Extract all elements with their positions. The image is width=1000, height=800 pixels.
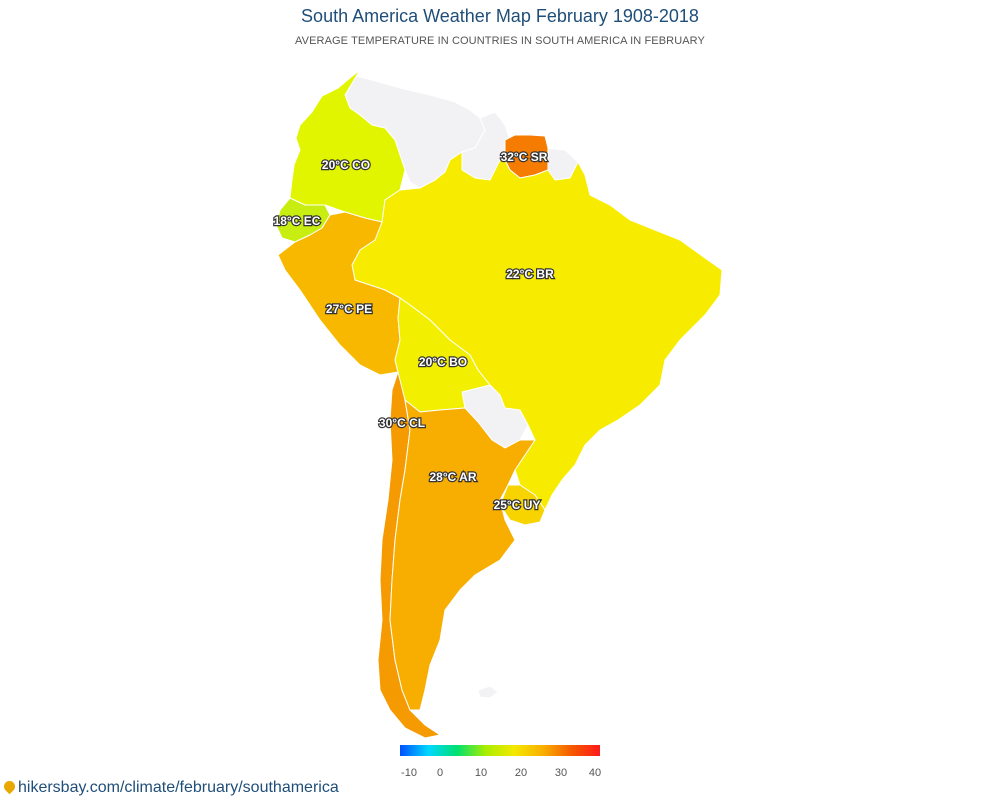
- country-labels: 20°C CO 18°C EC 32°C SR 22°C BR 27°C PE …: [272, 149, 555, 513]
- map-title: South America Weather Map February 1908-…: [301, 6, 699, 26]
- label-co: 20°C CO: [322, 158, 370, 172]
- country-peru: [277, 211, 401, 376]
- legend-ticks: -10 0 10 20 30 40: [401, 767, 601, 779]
- label-sr: 32°C SR: [501, 150, 548, 164]
- legend-tick-label: 30: [555, 767, 567, 779]
- label-uy: 25°C UY: [494, 498, 541, 512]
- legend-tick-label: 10: [475, 767, 487, 779]
- source-footer[interactable]: hikersbay.com/climate/february/southamer…: [1, 778, 339, 797]
- source-link[interactable]: hikersbay.com/climate/february/southamer…: [18, 779, 339, 796]
- location-pin-icon: [1, 778, 18, 795]
- map-subtitle: AVERAGE TEMPERATURE IN COUNTRIES IN SOUT…: [295, 35, 705, 47]
- legend-color-bar: [400, 745, 600, 756]
- legend-tick-label: 0: [437, 767, 443, 779]
- legend-tick-label: 40: [589, 767, 601, 779]
- label-pe: 27°C PE: [326, 302, 372, 316]
- country-argentina: [389, 399, 536, 711]
- label-ec: 18°C EC: [274, 214, 321, 228]
- falkland-islands: [477, 685, 499, 699]
- label-br: 22°C BR: [506, 267, 554, 281]
- label-bo: 20°C BO: [419, 355, 467, 369]
- legend-tick-label: -10: [401, 767, 417, 779]
- country-uruguay: [499, 484, 546, 526]
- label-ar: 28°C AR: [429, 470, 476, 484]
- label-cl: 30°C CL: [379, 416, 425, 430]
- legend-tick-label: 20: [515, 767, 527, 779]
